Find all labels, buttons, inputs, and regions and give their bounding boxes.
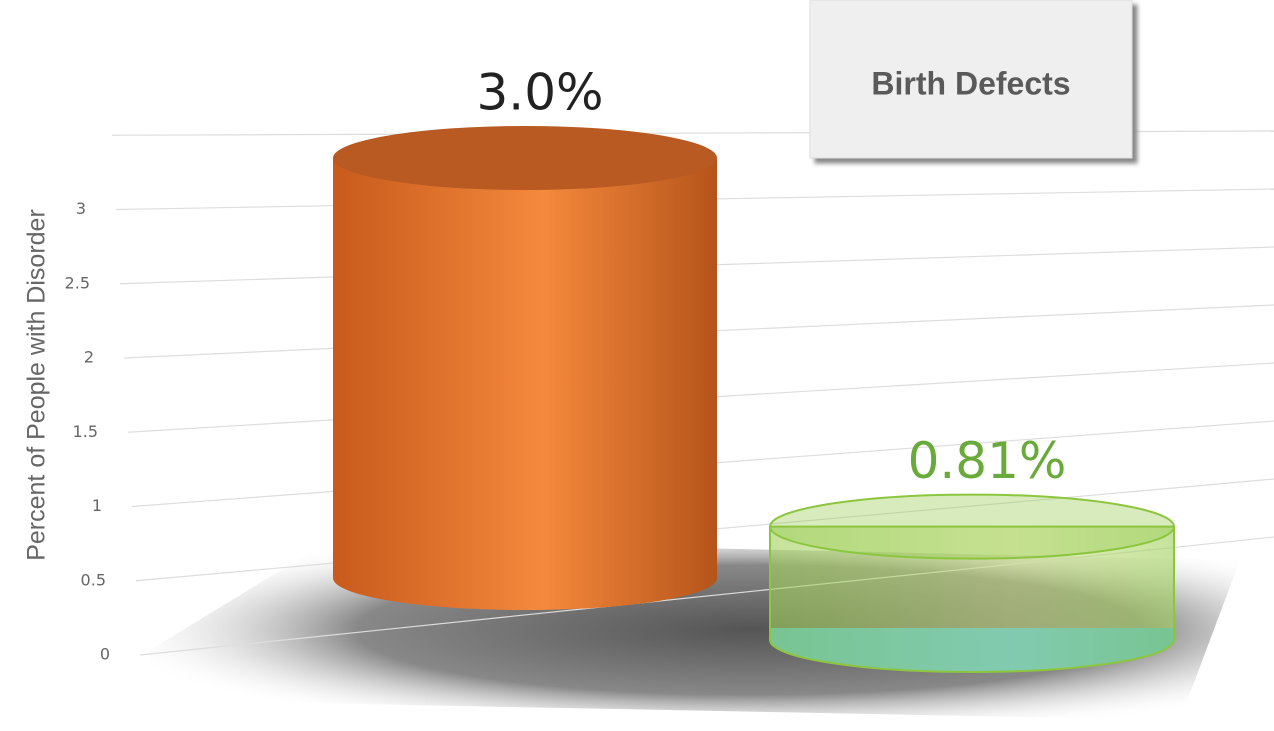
- cylinder-body: [769, 525, 1175, 673]
- value-label: 3.0%: [476, 64, 603, 122]
- y-tick-label: 3: [76, 199, 86, 218]
- chart-title: Birth Defects: [871, 65, 1070, 101]
- y-tick-label: 2.5: [65, 273, 90, 292]
- y-tick-label: 2: [84, 348, 94, 367]
- y-tick-label: 0: [100, 645, 110, 664]
- title-box: [809, 0, 1133, 159]
- y-axis-label: Percent of People with Disorder: [23, 209, 51, 561]
- cylinder-body: [333, 158, 717, 610]
- y-tick-label: 1: [92, 496, 102, 515]
- cylinder-top: [769, 493, 1175, 560]
- cylinder-top: [333, 126, 717, 190]
- y-tick-label: 1.5: [73, 422, 98, 441]
- bars: 3.0% 0.81%: [333, 64, 1175, 673]
- y-tick-label: 0.5: [81, 570, 106, 589]
- value-label: 0.81%: [908, 432, 1067, 490]
